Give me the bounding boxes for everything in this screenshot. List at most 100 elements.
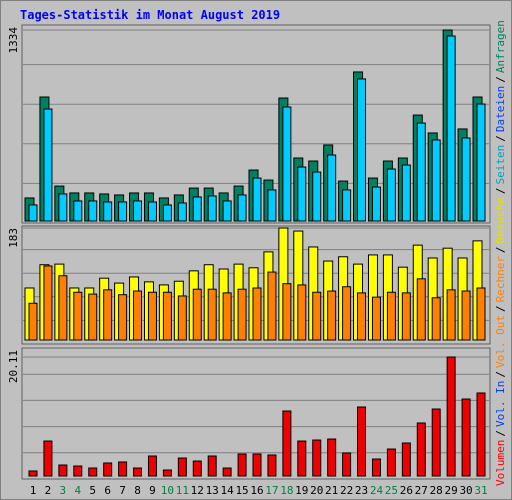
bar [58,275,68,341]
bar [133,200,143,222]
bar [446,35,456,222]
bar [237,194,247,222]
bar [312,291,322,341]
bar [252,453,262,477]
bar [282,410,292,477]
bar [237,288,247,341]
x-tick-label: 30 [459,484,472,497]
bar [431,297,441,341]
legend-entry: Dateien [494,86,507,132]
x-tick-label: 13 [206,484,219,497]
bar [43,265,53,341]
x-tick-label: 22 [340,484,353,497]
bar [327,438,337,477]
bar [297,284,307,341]
y-tick-label: 20.11 [7,350,20,383]
bar [118,461,128,477]
bar [177,202,187,222]
bar [88,467,98,477]
legend-separator: / [494,371,507,378]
bar [177,457,187,477]
bar [446,289,456,341]
bar [88,200,98,222]
legend-entry: Anfragen [494,20,507,73]
bar [297,440,307,477]
x-tick-label: 19 [295,484,308,497]
bar [162,204,172,222]
bar [476,103,486,222]
bar [252,287,262,341]
bar [431,139,441,222]
legend-entry: Besuche [494,197,507,243]
bar [267,454,277,477]
bar [446,356,456,477]
bar [88,293,98,341]
legend-entry: Vol. In [494,381,507,427]
bar [386,168,396,222]
bar [327,290,337,341]
bar [357,78,367,222]
bar [147,201,157,222]
legend-separator: / [494,246,507,253]
bar [386,448,396,477]
x-tick-label: 23 [355,484,368,497]
bar [371,458,381,477]
x-tick-label: 21 [325,484,338,497]
bar [207,455,217,477]
bar [476,287,486,341]
bar [207,195,217,222]
bar [312,439,322,477]
bar [401,164,411,222]
x-tick-label: 7 [119,484,126,497]
x-tick-label: 1 [30,484,37,497]
bar [147,291,157,341]
legend-separator: / [494,76,507,83]
x-tick-label: 27 [415,484,428,497]
bar [386,291,396,341]
bar [147,455,157,477]
bar [416,278,426,341]
x-tick-label: 24 [370,484,384,497]
bar [73,465,83,477]
legend-entry: Rechner [494,256,507,303]
bar [118,294,128,341]
x-tick-label: 29 [445,484,458,497]
bar [58,464,68,477]
bar [327,154,337,222]
x-tick-label: 4 [74,484,81,497]
bar [177,295,187,341]
bar [207,288,217,341]
bar [476,392,486,477]
chart-title: Tages-Statistik im Monat August 2019 [20,8,280,22]
bar [28,470,38,477]
legend-separator: / [494,430,507,437]
bar [192,196,202,222]
bar [192,288,202,341]
x-tick-label: 12 [191,484,204,497]
bar [222,200,232,222]
y-tick-label: 183 [7,228,20,248]
legend: Volumen / Vol. In / Vol. Out / Rechner / Besuche… [494,20,507,486]
bar [162,469,172,477]
bar [342,452,352,477]
x-tick-label: 9 [149,484,156,497]
bar [73,291,83,341]
x-tick-label: 6 [104,484,111,497]
x-tick-label: 10 [161,484,174,497]
bar [461,290,471,341]
bar [401,442,411,477]
bar [401,292,411,341]
bar [252,177,262,222]
x-tick-label: 25 [385,484,398,497]
bar [282,283,292,341]
x-tick-label: 28 [430,484,443,497]
bar [461,398,471,477]
bar [28,302,38,341]
bar [461,137,471,222]
x-tick-label: 5 [89,484,96,497]
bar [297,166,307,222]
bar [73,200,83,222]
bar [312,171,322,222]
bar [118,201,128,222]
